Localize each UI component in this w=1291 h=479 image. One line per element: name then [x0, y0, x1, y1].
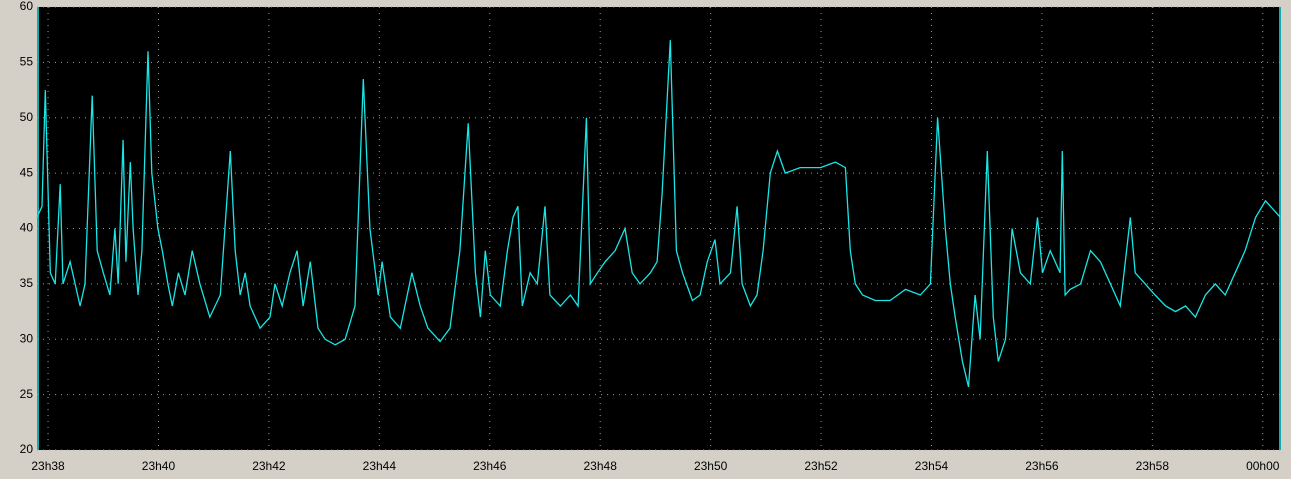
x-tick-label: 23h40 — [142, 459, 176, 473]
x-tick-label: 23h44 — [363, 459, 397, 473]
x-tick-label: 23h58 — [1136, 459, 1170, 473]
y-tick-label: 55 — [20, 55, 34, 69]
y-tick-label: 60 — [20, 0, 34, 13]
y-tick-label: 45 — [20, 165, 34, 179]
x-tick-label: 23h48 — [584, 459, 618, 473]
y-tick-label: 35 — [20, 276, 34, 290]
y-tick-label: 25 — [20, 387, 34, 401]
x-tick-label: 23h46 — [473, 459, 507, 473]
y-tick-label: 20 — [20, 442, 34, 456]
y-tick-label: 40 — [20, 221, 34, 235]
x-tick-label: 23h54 — [915, 459, 949, 473]
y-tick-label: 50 — [20, 110, 34, 124]
x-tick-label: 23h42 — [252, 459, 286, 473]
x-tick-label: 23h56 — [1025, 459, 1059, 473]
x-tick-label: 00h00 — [1246, 459, 1280, 473]
data-line — [36, 40, 1281, 388]
x-tick-label: 23h38 — [31, 459, 65, 473]
x-tick-label: 23h50 — [694, 459, 728, 473]
y-tick-label: 30 — [20, 331, 34, 345]
x-tick-label: 23h52 — [804, 459, 838, 473]
